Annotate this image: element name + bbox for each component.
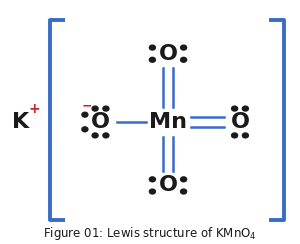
Circle shape bbox=[103, 106, 109, 111]
Circle shape bbox=[181, 45, 187, 50]
Circle shape bbox=[149, 177, 155, 182]
Circle shape bbox=[232, 106, 238, 111]
Circle shape bbox=[232, 133, 238, 138]
Circle shape bbox=[103, 133, 109, 138]
Text: O: O bbox=[230, 112, 250, 132]
Circle shape bbox=[181, 189, 187, 194]
Circle shape bbox=[149, 45, 155, 50]
Circle shape bbox=[181, 177, 187, 182]
Text: K: K bbox=[12, 112, 30, 132]
Circle shape bbox=[82, 112, 88, 117]
Circle shape bbox=[149, 189, 155, 194]
Text: Figure 01: Lewis structure of KMnO$_4$: Figure 01: Lewis structure of KMnO$_4$ bbox=[43, 224, 257, 242]
Text: −: − bbox=[82, 100, 92, 113]
Circle shape bbox=[181, 57, 187, 62]
Circle shape bbox=[149, 57, 155, 62]
Circle shape bbox=[92, 106, 98, 111]
Text: +: + bbox=[29, 102, 40, 116]
Text: O: O bbox=[158, 175, 178, 195]
Text: O: O bbox=[158, 44, 178, 64]
Circle shape bbox=[92, 133, 98, 138]
Circle shape bbox=[242, 106, 248, 111]
Circle shape bbox=[82, 127, 88, 132]
Circle shape bbox=[242, 133, 248, 138]
Text: Mn: Mn bbox=[149, 112, 187, 132]
Text: O: O bbox=[91, 112, 110, 132]
